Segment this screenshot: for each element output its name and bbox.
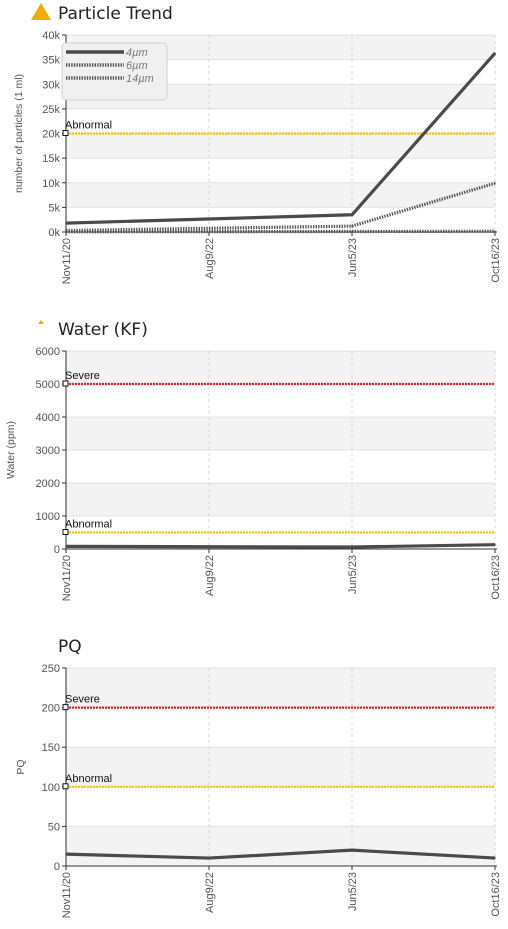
series-point [65, 853, 67, 855]
y-tick-label: 30k [42, 79, 60, 91]
x-tick-label: Nov11/20 [61, 872, 73, 918]
threshold-label: Abnormal [65, 773, 112, 785]
series-point [351, 213, 353, 216]
y-tick-label: 100 [42, 782, 60, 794]
x-tick-label: Aug9/22 [204, 555, 216, 596]
particle-trend-chart: 0k 5k 10k 15k 20k 25k 30k 35k 40k Nov11/20 Aug9/22… [13, 30, 502, 284]
chart-title: Particle Trend [58, 4, 173, 24]
pq-chart: 0 50 100 150 200 250 Nov11/20 Aug9/22 Jun5/23 Oct… [15, 663, 502, 918]
y-tick-label: 40k [42, 30, 60, 42]
y-tick-label: 4000 [36, 412, 60, 424]
y-axis-title: Water (ppm) [5, 421, 17, 479]
y-tick-label: 150 [42, 742, 60, 754]
y-axis-title: number of particles (1 ml) [13, 74, 25, 193]
legend-label: 14µm [126, 73, 154, 85]
y-tick-label: 5000 [36, 379, 60, 391]
threshold-marker [62, 130, 69, 136]
y-tick-label: 5k [48, 202, 60, 214]
y-tick-label: 35k [42, 55, 60, 67]
x-tick-label: Oct16/23 [490, 555, 502, 600]
series-line-0 [65, 543, 496, 549]
x-tick-label: Aug9/22 [204, 872, 216, 913]
threshold-marker [62, 529, 69, 535]
water-kf-panel: Water (KF) 0 1000 2000 3000 4000 5000 6000 Nov1… [0, 310, 508, 620]
series-point [494, 857, 496, 859]
x-tick-label: Nov11/20 [61, 555, 73, 601]
legend-label: 4µm [126, 47, 148, 59]
y-tick-label: 20k [42, 129, 60, 141]
x-tick-label: Nov11/20 [61, 238, 73, 284]
y-tick-label: 0 [54, 544, 60, 556]
y-tick-label: 10k [42, 178, 60, 190]
chart-title: Water (KF) [58, 320, 148, 340]
y-tick-label: 50 [48, 821, 60, 833]
series-point [494, 230, 496, 233]
y-tick-label: 6000 [36, 346, 60, 358]
series-point [65, 545, 67, 548]
x-tick-label: Oct16/23 [490, 238, 502, 283]
warning-triangle-icon [31, 3, 51, 20]
y-tick-label: 2000 [36, 478, 60, 490]
grid-band [66, 351, 495, 384]
series-line-0 [65, 848, 496, 860]
threshold-marker [62, 380, 69, 387]
x-tick-label: Jun5/23 [347, 555, 359, 594]
pq-panel: PQ 0 50 100 150 200 250 Nov11/20 Aug9/22 Jun5/23… [0, 628, 508, 929]
chart-title: PQ [58, 637, 82, 657]
y-tick-label: 250 [42, 663, 60, 675]
grid-band [66, 668, 495, 708]
grid-band [66, 133, 495, 159]
particle-trend-panel: Particle Trend 0k 5k 10k 15k 20k 25k 30k 35k 40k… [0, 0, 508, 300]
series-point [351, 225, 353, 227]
grid-band [66, 182, 495, 208]
x-tick-label: Jun5/23 [347, 872, 359, 911]
y-axis-title: PQ [15, 759, 27, 774]
small-warning-icon [38, 320, 44, 324]
y-tick-label: 0k [48, 227, 60, 239]
threshold-label: Severe [65, 694, 100, 706]
water-kf-chart: 0 1000 2000 3000 4000 5000 6000 Nov11/20 Aug9/22… [5, 346, 502, 601]
x-tick-label: Jun5/23 [347, 238, 359, 277]
grid-band [66, 826, 495, 866]
threshold-label: Severe [65, 370, 100, 382]
grid-band [66, 417, 495, 450]
series-point [65, 222, 67, 224]
x-tick-label: Aug9/22 [204, 238, 216, 279]
y-tick-label: 200 [42, 703, 60, 715]
y-tick-label: 15k [42, 153, 60, 165]
y-tick-label: 1000 [36, 511, 60, 523]
threshold-marker [62, 783, 69, 790]
series-point [351, 230, 353, 233]
series-point [494, 52, 496, 55]
y-tick-label: 0 [54, 861, 60, 873]
grid-band [66, 747, 495, 787]
threshold-marker [62, 704, 69, 711]
series-point [351, 546, 353, 548]
series-point [494, 182, 496, 185]
series-point [494, 543, 496, 546]
threshold-label: Abnormal [65, 519, 112, 531]
series-point [65, 230, 67, 233]
legend-box [61, 42, 168, 101]
series-point [208, 857, 210, 859]
threshold-label: Abnormal [65, 120, 112, 132]
y-tick-label: 25k [42, 104, 60, 116]
y-tick-label: 3000 [36, 445, 60, 457]
legend-label: 6µm [126, 60, 148, 72]
series-point [351, 849, 353, 851]
grid-band [66, 483, 495, 516]
x-tick-label: Oct16/23 [490, 872, 502, 917]
